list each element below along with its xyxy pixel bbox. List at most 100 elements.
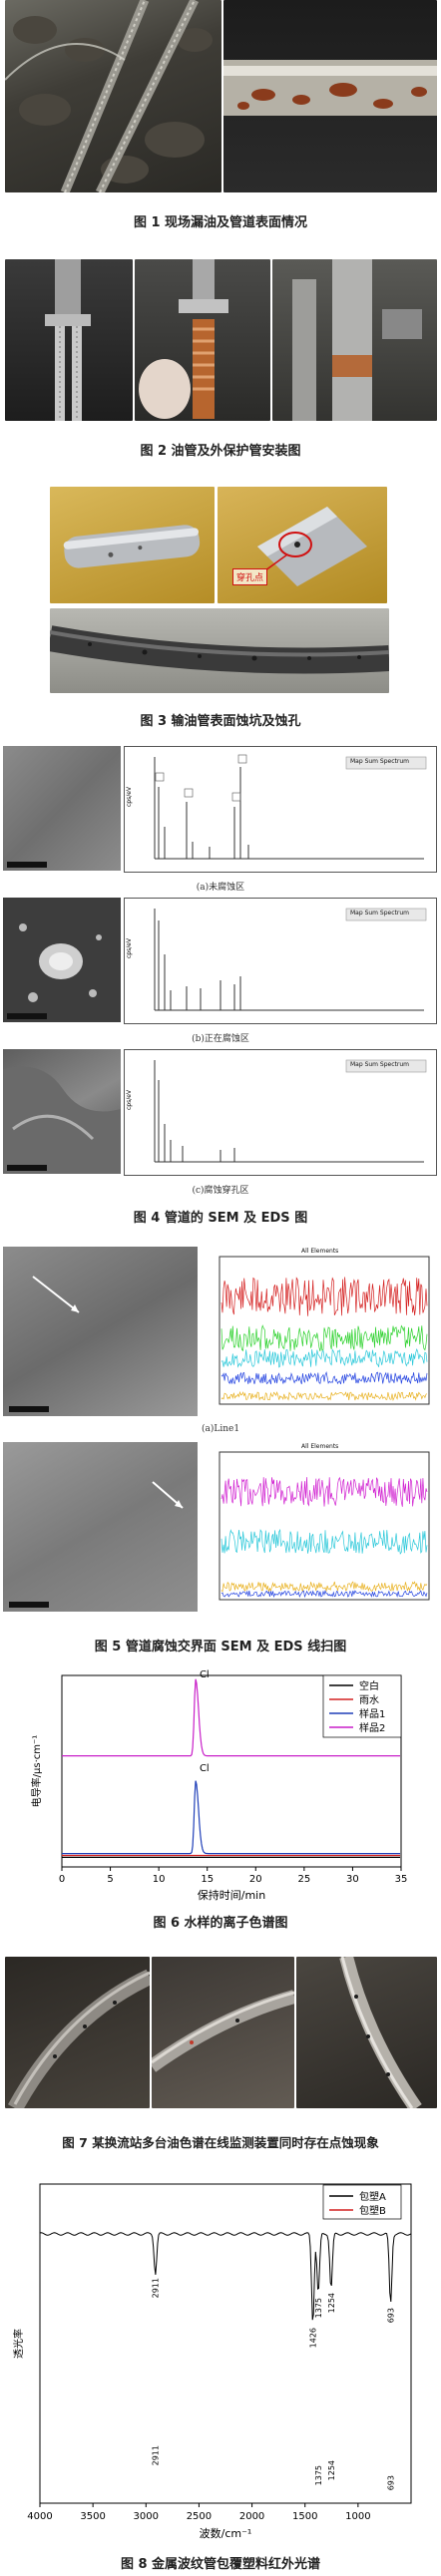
fig4a-sem-image <box>3 746 121 871</box>
fig4b-eds-drawing: cps/eV <box>126 908 427 1011</box>
fig7-photo-middle <box>152 1957 294 2108</box>
fig4b-sem-image <box>3 898 121 1022</box>
fig6-xlabel: 保持时间/min <box>198 1888 265 1902</box>
fig4c-subcaption: (c)腐蚀穿孔区 <box>192 1186 249 1196</box>
fig5b-chart-title: All Elements <box>301 1443 339 1450</box>
fig6-chart: 0 5 10 15 20 25 30 35 保持时间/min 电导率/μs·cm⁻¹ Cl Cl 空白雨… <box>0 1667 441 1907</box>
fig4c-sem-image <box>3 1049 121 1174</box>
fig8-peak-label-1-3: 1254 <box>327 2460 336 2480</box>
fig8-legend-label-0: 包塑A <box>359 2190 386 2203</box>
fig6-series-2 <box>62 1780 400 1855</box>
fig8-xtick-label-4: 2000 <box>239 2511 264 2522</box>
fig5b-trace-3 <box>220 1581 428 1593</box>
fig6-series-3 <box>62 1678 400 1757</box>
fig6-plot-frame <box>61 1674 402 1868</box>
fig5b-sem-drawing <box>9 1481 184 1608</box>
fig6-peak-label-2: Cl <box>200 1763 210 1774</box>
fig8-peak-label-1-4: 693 <box>386 2475 395 2490</box>
fig8-xtick-label-5: 1500 <box>292 2511 317 2522</box>
fig4b-eds-spectrum: cps/eV Map Sum Spectrum <box>124 898 437 1024</box>
fig3-photo-perforation: 穿孔点 <box>218 487 387 603</box>
fig8-xtick-label-2: 3000 <box>134 2511 159 2522</box>
fig8-legend-box <box>322 2184 402 2220</box>
fig4c-yaxis-label: cps/eV <box>126 1089 133 1110</box>
fig4c-eds-spectrum: cps/eV Map Sum Spectrum <box>124 1049 437 1176</box>
fig1-photo-pipe-surface <box>223 0 437 192</box>
fig5a-trace-5 <box>220 1390 428 1402</box>
fig2-caption: 图 2 油管及外保护管安装图 <box>140 444 301 459</box>
fig7-photo-left-drawing <box>7 1969 150 2108</box>
fig8-peak-label-1-2: 1375 <box>314 2465 323 2485</box>
fig7-photo-middle-drawing <box>152 1990 294 2072</box>
fig4a-subcaption: (a)未腐蚀区 <box>196 883 245 893</box>
fig6-xtick-label-4: 20 <box>249 1874 262 1885</box>
fig7-photo-right-drawing <box>339 1957 422 2108</box>
fig6-legend-label-3: 样品2 <box>359 1721 385 1734</box>
fig8-ylabel: 透光率 <box>12 2329 25 2359</box>
fig3-photo-perforation-drawing <box>257 507 367 586</box>
fig8-xtick-label-0: 4000 <box>27 2511 52 2522</box>
fig5a-trace-3 <box>220 1347 428 1368</box>
fig1-photo-oil-leak-drawing <box>5 0 213 192</box>
fig4a-eds-drawing: cps/eV <box>126 754 427 860</box>
fig2-photo-middle <box>135 259 270 421</box>
fig3-caption: 图 3 输油管表面蚀坑及蚀孔 <box>140 714 301 729</box>
fig2-photo-left-drawing <box>45 259 91 421</box>
fig4-caption: 图 4 管道的 SEM 及 EDS 图 <box>133 1211 308 1226</box>
fig5-caption: 图 5 管道腐蚀交界面 SEM 及 EDS 线扫图 <box>94 1640 347 1655</box>
fig2-photo-middle-drawing <box>139 259 228 419</box>
fig2-photo-right-drawing <box>292 259 422 421</box>
fig8-plot-frame <box>39 2183 412 2504</box>
fig1-photo-pipe-surface-drawing <box>223 60 437 116</box>
fig3-label-perforation: 穿孔点 <box>232 568 268 585</box>
fig6-xtick-label-0: 0 <box>59 1874 65 1885</box>
fig8-xtick-label-3: 2500 <box>187 2511 212 2522</box>
fig2-photo-left <box>5 259 133 421</box>
fig5b-linescan-drawing <box>219 1451 430 1601</box>
fig6-xtick-label-7: 35 <box>395 1874 408 1885</box>
fig5a-trace-2 <box>220 1324 428 1351</box>
fig5a-subcaption: (a)Line1 <box>201 1424 240 1434</box>
fig5a-linescan-chart: All Elements <box>202 1247 437 1416</box>
fig6-xtick-label-5: 25 <box>297 1874 310 1885</box>
fig5a-trace-4 <box>220 1371 428 1385</box>
fig8-peak-label-0-1: 1426 <box>309 2328 318 2348</box>
fig4c-sem-drawing <box>3 1066 121 1174</box>
fig4b-yaxis-label: cps/eV <box>126 937 133 958</box>
fig8-peak-label-0-4: 693 <box>386 2308 395 2323</box>
fig5a-sem-drawing <box>9 1276 80 1412</box>
fig3-photo-pipe-segment <box>50 487 215 603</box>
fig5a-trace-1 <box>220 1277 428 1316</box>
fig6-peak-label-1: Cl <box>200 1669 210 1680</box>
fig8-xtick-label-6: 1000 <box>345 2511 370 2522</box>
fig4a-eds-spectrum: cps/eV Map Sum Spectrum <box>124 746 437 873</box>
fig5b-sem-image <box>3 1442 198 1612</box>
fig4b-legend: Map Sum Spectrum <box>350 910 410 917</box>
fig5b-linescan-chart: All Elements <box>202 1442 437 1612</box>
fig8-caption: 图 8 金属波纹管包覆塑料红外光谱 <box>120 2557 321 2572</box>
fig5a-chart-title: All Elements <box>301 1248 339 1255</box>
fig4a-legend: Map Sum Spectrum <box>350 758 410 765</box>
fig4c-eds-drawing: cps/eV <box>126 1059 427 1163</box>
fig5b-trace-2 <box>220 1528 428 1555</box>
fig4b-sem-drawing <box>7 923 102 1019</box>
fig7-photo-right <box>296 1957 437 2108</box>
fig6-caption: 图 6 水样的离子色谱图 <box>153 1916 288 1931</box>
fig4a-yaxis-label: cps/eV <box>126 786 133 807</box>
fig8-peak-label-1-0: 2911 <box>152 2445 161 2465</box>
fig5a-sem-image <box>3 1247 198 1416</box>
fig6-xtick-label-1: 5 <box>107 1874 113 1885</box>
fig3-photo-long-pipe-drawing <box>50 625 389 674</box>
fig8-xtick-label-1: 3500 <box>80 2511 105 2522</box>
fig6-chart-svg: 0 5 10 15 20 25 30 35 保持时间/min 电导率/μs·cm⁻¹ Cl Cl 空白雨… <box>30 1669 408 1902</box>
fig8-peak-label-1-1: 1428 <box>295 2174 315 2176</box>
fig3-photo-long-pipe <box>50 608 389 693</box>
fig8-peak-label-0-0: 2911 <box>152 2278 161 2298</box>
fig5b-trace-1 <box>220 1476 428 1507</box>
fig6-xtick-label-3: 15 <box>201 1874 214 1885</box>
fig6-legend-label-0: 空白 <box>359 1679 379 1692</box>
fig8-legend-label-1: 包塑B <box>359 2204 386 2217</box>
fig6-legend-label-1: 雨水 <box>359 1694 379 1706</box>
fig8-peak-label-0-2: 1375 <box>314 2298 323 2318</box>
fig5b-trace-4 <box>220 1589 428 1599</box>
